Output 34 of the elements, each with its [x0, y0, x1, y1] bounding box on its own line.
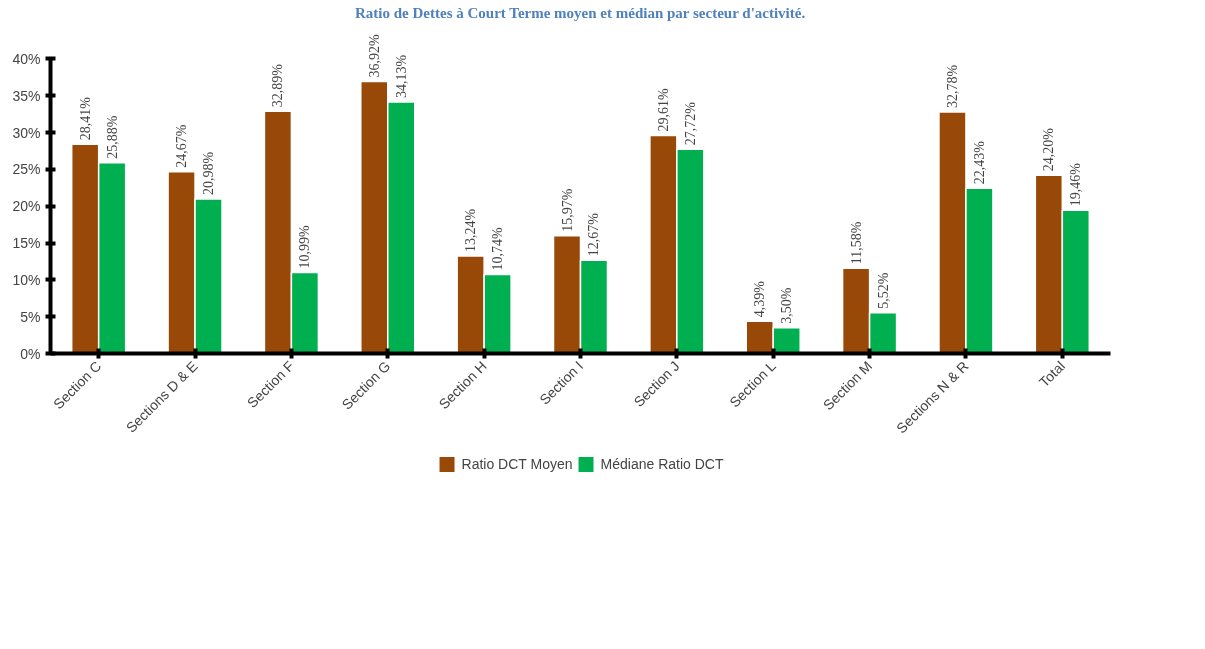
data-label: 29,61%: [655, 87, 671, 132]
data-label: 11,58%: [848, 221, 864, 265]
data-label: 10,74%: [490, 226, 506, 271]
y-tick-label: 0%: [20, 345, 41, 362]
data-label: 25,88%: [104, 115, 120, 159]
data-label: 22,43%: [971, 140, 987, 185]
legend-label: Médiane Ratio DCT: [600, 456, 724, 472]
data-label: 10,99%: [297, 225, 313, 269]
data-label: 36,92%: [366, 34, 382, 78]
data-label: 27,72%: [682, 101, 698, 146]
y-tick-label: 40%: [12, 50, 41, 67]
data-label: 24,67%: [174, 124, 190, 168]
data-label: 12,67%: [586, 212, 602, 257]
chart-title: Ratio de Dettes à Court Terme moyen et médian par secteur d'activité.: [355, 5, 806, 21]
data-label: 32,78%: [944, 64, 960, 109]
data-label: 20,98%: [201, 151, 217, 195]
y-tick-label: 20%: [12, 198, 41, 215]
y-tick-label: 25%: [12, 161, 41, 178]
data-label: 34,13%: [393, 54, 409, 99]
data-label: 32,89%: [270, 63, 286, 108]
y-tick-label: 10%: [12, 271, 41, 288]
y-tick-label: 35%: [12, 87, 41, 104]
data-label: 15,97%: [559, 188, 575, 232]
data-label: 3,50%: [779, 287, 795, 324]
y-tick-label: 30%: [12, 124, 41, 141]
data-label: 24,20%: [1041, 127, 1057, 172]
data-label: 28,41%: [77, 96, 93, 141]
data-label: 19,46%: [1068, 162, 1084, 207]
y-tick-label: 5%: [20, 308, 41, 325]
data-label: 5,52%: [875, 272, 891, 309]
y-tick-label: 15%: [12, 235, 41, 252]
data-label: 13,24%: [463, 208, 479, 252]
data-label: 4,39%: [752, 280, 768, 318]
legend-label: Ratio DCT Moyen: [461, 456, 573, 472]
